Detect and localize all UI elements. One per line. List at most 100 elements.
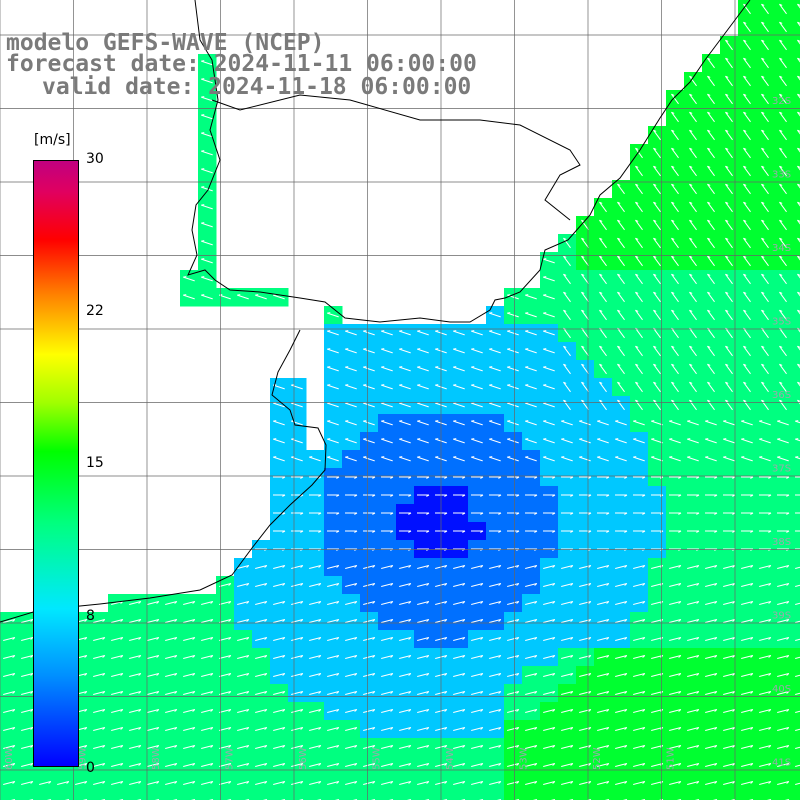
wind-arrow-head bbox=[633, 420, 637, 422]
wind-arrow bbox=[201, 150, 213, 156]
wind-arrow bbox=[453, 366, 465, 372]
wind-arrow-head bbox=[671, 129, 675, 132]
wind-arrow bbox=[615, 619, 627, 623]
wind-arrow-head bbox=[201, 78, 205, 80]
wind-arrow-head bbox=[714, 512, 718, 515]
wind-arrow bbox=[453, 384, 465, 390]
wind-arrow-head bbox=[714, 655, 718, 658]
wind-arrow bbox=[381, 745, 393, 749]
wind-arrow bbox=[671, 219, 679, 231]
wind-arrow bbox=[525, 456, 537, 462]
wind-arrow-head bbox=[246, 655, 250, 658]
wind-arrow-head bbox=[525, 330, 529, 332]
wind-arrow bbox=[653, 381, 661, 393]
wind-arrow-head bbox=[246, 781, 250, 784]
wind-arrow-head bbox=[201, 294, 205, 296]
wind-arrow-head bbox=[624, 691, 628, 694]
wind-arrow-head bbox=[102, 709, 106, 712]
wind-arrow-head bbox=[489, 312, 493, 314]
wind-arrow-head bbox=[779, 201, 783, 204]
wind-arrow-head bbox=[732, 530, 736, 533]
wind-arrow-head bbox=[372, 476, 376, 479]
wind-arrow-head bbox=[444, 619, 448, 622]
wind-arrow-head bbox=[120, 709, 124, 712]
wind-arrow-head bbox=[642, 601, 646, 604]
wind-arrow-head bbox=[642, 691, 646, 694]
wind-arrow bbox=[21, 655, 33, 659]
wind-arrow-head bbox=[138, 763, 142, 766]
wind-arrow bbox=[471, 691, 483, 695]
wind-arrow bbox=[671, 363, 679, 375]
wind-arrow-head bbox=[635, 165, 639, 168]
wind-arrow-head bbox=[444, 655, 448, 658]
wind-arrow-head bbox=[174, 637, 178, 640]
wind-arrow bbox=[237, 763, 249, 767]
wind-arrow-head bbox=[725, 75, 729, 78]
wind-arrow bbox=[381, 366, 393, 372]
wind-arrow-head bbox=[363, 438, 367, 440]
wind-arrow bbox=[219, 637, 231, 641]
wind-arrow-head bbox=[617, 237, 621, 240]
wind-arrow bbox=[779, 183, 787, 195]
wind-arrow-head bbox=[743, 57, 747, 60]
wind-arrow bbox=[761, 3, 769, 15]
wind-arrow-head bbox=[516, 512, 520, 515]
wind-arrow-head bbox=[201, 222, 205, 224]
wind-arrow bbox=[635, 147, 643, 159]
wind-arrow bbox=[21, 745, 33, 749]
wind-arrow bbox=[111, 673, 123, 677]
wind-arrow bbox=[525, 438, 537, 444]
wind-arrow bbox=[599, 381, 607, 393]
wind-arrow bbox=[615, 420, 627, 426]
wind-arrow-head bbox=[246, 583, 250, 586]
wind-arrow bbox=[617, 273, 625, 285]
wind-arrow-head bbox=[570, 673, 574, 676]
wind-arrow bbox=[671, 381, 679, 393]
wind-arrow bbox=[327, 565, 339, 569]
wind-arrow bbox=[327, 655, 339, 659]
wind-arrow-head bbox=[417, 384, 421, 386]
wind-arrow-head bbox=[390, 476, 394, 479]
wind-arrow-head bbox=[653, 183, 657, 186]
wind-cell bbox=[792, 792, 800, 800]
wind-arrow-head bbox=[372, 673, 376, 676]
wind-arrow bbox=[507, 384, 519, 390]
wind-arrow-head bbox=[462, 494, 466, 497]
wind-arrow bbox=[543, 763, 555, 767]
wind-arrow bbox=[797, 309, 800, 315]
wind-arrow-head bbox=[761, 57, 765, 60]
wind-arrow bbox=[579, 781, 591, 785]
wind-arrow bbox=[779, 129, 787, 141]
wind-arrow bbox=[219, 709, 231, 713]
wind-arrow-head bbox=[768, 655, 772, 658]
wind-arrow bbox=[363, 745, 375, 749]
wind-arrow bbox=[291, 583, 303, 587]
wind-arrow-head bbox=[390, 512, 394, 515]
wind-arrow bbox=[689, 201, 697, 213]
wind-arrow-head bbox=[480, 763, 484, 766]
wind-arrow-head bbox=[588, 530, 592, 533]
wind-arrow-head bbox=[84, 673, 88, 676]
wind-arrow bbox=[633, 673, 645, 677]
wind-arrow bbox=[797, 129, 800, 135]
wind-arrow-head bbox=[696, 637, 700, 640]
wind-arrow-head bbox=[705, 438, 709, 440]
wind-arrow bbox=[525, 583, 537, 587]
wind-arrow-head bbox=[534, 763, 538, 766]
wind-arrow-head bbox=[390, 637, 394, 640]
wind-arrow bbox=[797, 111, 800, 117]
wind-arrow bbox=[761, 93, 769, 105]
wind-arrow bbox=[599, 237, 607, 249]
wind-arrow bbox=[705, 709, 717, 713]
wind-arrow-head bbox=[552, 691, 556, 694]
wind-arrow bbox=[779, 399, 787, 411]
wind-arrow bbox=[669, 637, 681, 641]
wind-arrow-head bbox=[552, 476, 556, 479]
wind-arrow bbox=[291, 619, 303, 623]
wind-arrow-head bbox=[552, 655, 556, 658]
wind-arrow bbox=[653, 183, 661, 195]
wind-arrow bbox=[21, 727, 33, 731]
wind-arrow-head bbox=[426, 709, 430, 712]
wind-arrow bbox=[707, 111, 715, 123]
wind-cell bbox=[0, 792, 19, 800]
